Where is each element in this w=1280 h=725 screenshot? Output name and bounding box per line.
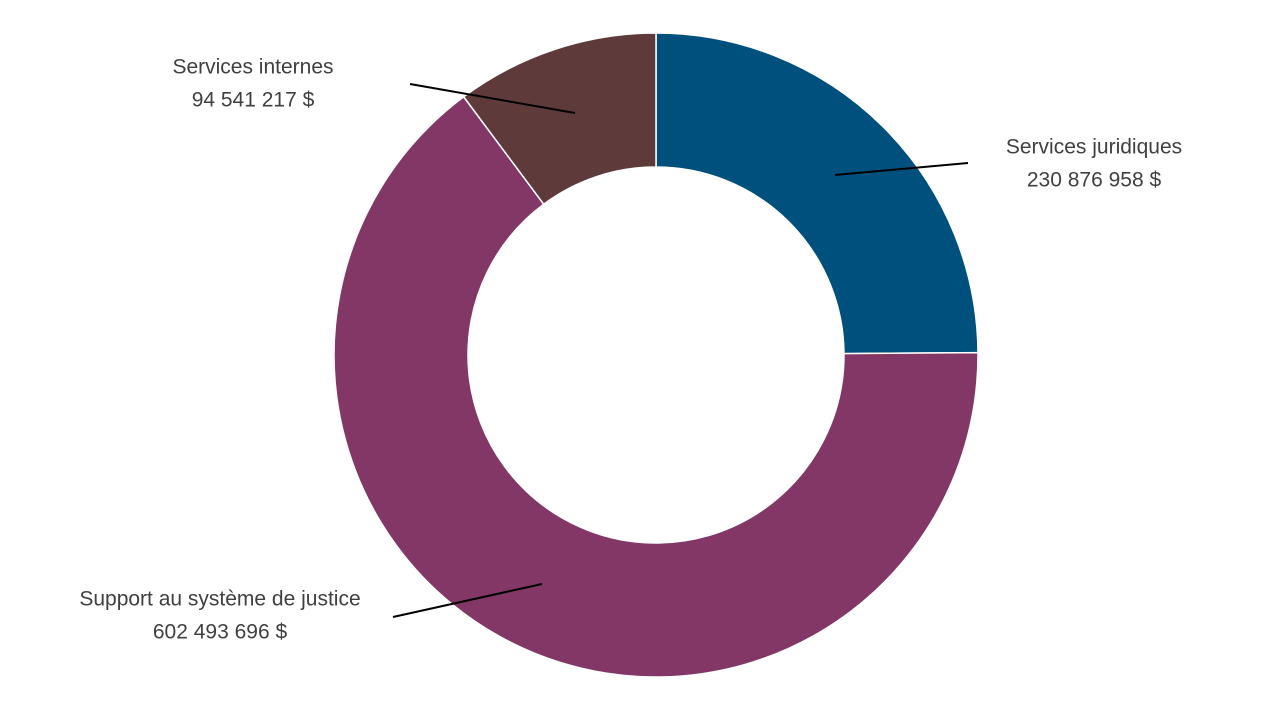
donut-slice (655, 32, 979, 355)
value-label: 94 541 217 $ (192, 89, 315, 112)
slice-label: Support au système de justice (79, 588, 360, 611)
value-label: 602 493 696 $ (153, 621, 288, 644)
slice-label: Services internes (172, 56, 333, 79)
leader-line (409, 83, 576, 114)
slice-label: Services juridiques (1006, 136, 1182, 159)
leader-line (834, 162, 969, 176)
leader-line (392, 583, 543, 618)
value-label: 230 876 958 $ (1027, 169, 1162, 192)
donut-slice (333, 95, 979, 678)
donut-slice (462, 32, 657, 206)
